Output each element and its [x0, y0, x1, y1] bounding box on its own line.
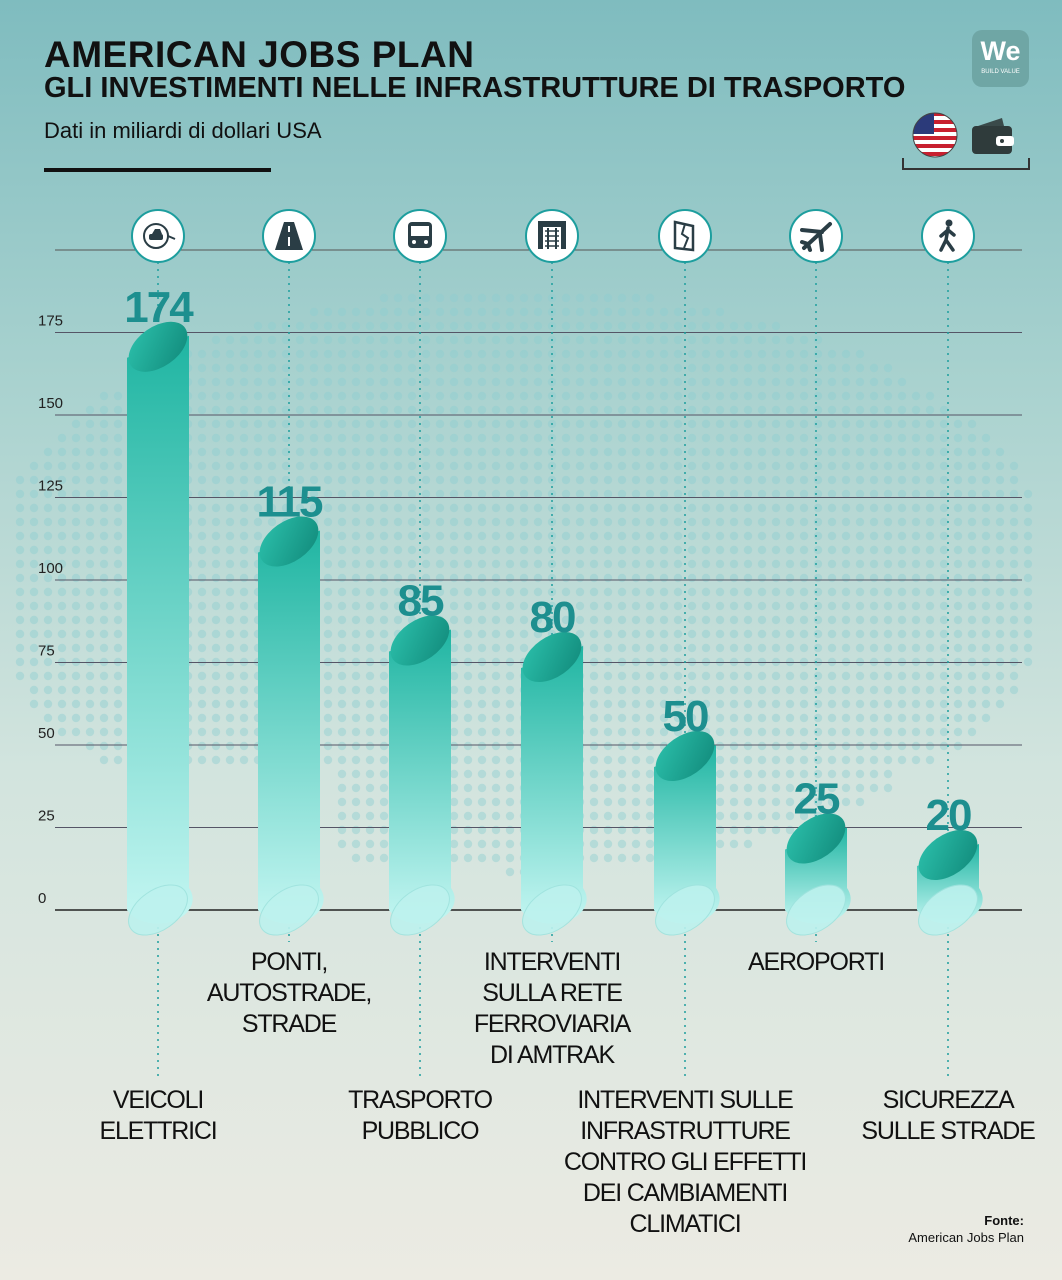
bar-base — [390, 884, 450, 936]
value-label: 85 — [398, 577, 444, 626]
bar-base — [259, 884, 319, 936]
logo-tagline: BUILD VALUE — [981, 69, 1020, 75]
bar-base — [128, 884, 188, 936]
value-label: 115 — [257, 478, 324, 527]
bars — [127, 321, 983, 936]
category-label-line: SULLE STRADE — [861, 1117, 1035, 1145]
category-label: SICUREZZA SULLE STRADE — [861, 1086, 1035, 1145]
railway-icon — [525, 209, 579, 263]
category-label-line: SICUREZZA — [883, 1086, 1015, 1114]
y-tick-label: 175 — [38, 313, 63, 330]
category-label: INTERVENTI SULLA RETE FERROVIARIA DI AMTRAK — [474, 948, 632, 1069]
bar-base — [786, 884, 846, 936]
category-label-line: AUTOSTRADE, — [207, 979, 371, 1007]
category-label-line: AEROPORTI — [748, 948, 884, 976]
bar-base — [522, 884, 582, 936]
category-label-line: ELETTRICI — [100, 1117, 217, 1145]
bar-body — [521, 646, 587, 924]
bar-base — [655, 884, 715, 936]
logo-text: We — [980, 36, 1021, 66]
value-label: 80 — [530, 593, 575, 642]
category-label: TRASPORTO PUBBLICO — [348, 1086, 493, 1145]
bar-cap — [522, 631, 582, 683]
source-text: American Jobs Plan — [908, 1230, 1024, 1245]
y-tick-label: 75 — [38, 643, 55, 660]
category-label: VEICOLI ELETTRICI — [100, 1086, 217, 1145]
value-label: 25 — [794, 775, 840, 824]
bar — [785, 813, 851, 936]
page-title: AMERICAN JOBS PLAN — [44, 34, 475, 75]
value-label: 50 — [663, 692, 708, 741]
climate-damage-icon — [658, 209, 712, 263]
us-flag-icon — [912, 112, 958, 158]
we-logo: We BUILD VALUE — [972, 30, 1029, 87]
category-label-line: PONTI, — [251, 948, 327, 976]
bar-cap — [655, 730, 715, 782]
y-tick-label: 150 — [38, 395, 63, 412]
source-title: Fonte: — [984, 1213, 1024, 1228]
bar — [258, 516, 324, 936]
bar-cap — [390, 615, 450, 666]
bar — [389, 615, 455, 936]
bar — [654, 730, 720, 936]
y-tick-label: 125 — [38, 478, 63, 495]
bar-cap — [786, 813, 846, 864]
value-labels: 174 115 85 80 50 25 20 — [124, 283, 973, 840]
bar — [917, 829, 983, 936]
category-label-line: PUBBLICO — [362, 1117, 480, 1145]
category-label-line: SULLA RETE — [482, 979, 622, 1007]
bus-icon — [393, 209, 447, 263]
highway-icon — [262, 209, 316, 263]
page-subtitle: GLI INVESTIMENTI NELLE INFRASTRUTTURE DI… — [44, 72, 906, 104]
y-tick-label: 100 — [38, 560, 63, 577]
bar-base — [918, 884, 978, 936]
bar-body — [654, 745, 720, 924]
wallet-icon — [972, 118, 1014, 154]
category-label-line: CONTRO GLI EFFETTI — [564, 1148, 806, 1176]
dotted-guides — [157, 262, 949, 1080]
bar-body — [127, 335, 193, 924]
category-label-line: FERROVIARIA — [474, 1010, 632, 1038]
y-axis-ticks: 0 25 50 75 100 125 150 175 — [38, 313, 63, 908]
category-label: INTERVENTI SULLE INFRASTRUTTURE CONTRO GLI… — [564, 1086, 806, 1238]
pedestrian-icon — [921, 209, 975, 263]
unit-note: Dati in miliardi di dollari USA — [44, 118, 322, 143]
y-tick-label: 25 — [38, 808, 55, 825]
category-label-line: INTERVENTI SULLE — [577, 1086, 793, 1114]
y-tick-label: 0 — [38, 890, 46, 907]
category-label: PONTI, AUTOSTRADE, STRADE — [207, 948, 371, 1038]
category-icons — [131, 209, 975, 263]
category-labels: VEICOLI ELETTRICI PONTI, AUTOSTRADE, STRADE T… — [100, 948, 1037, 1238]
bar-cap — [918, 829, 978, 881]
category-label-line: CLIMATICI — [630, 1210, 741, 1238]
header-icons-bracket — [902, 158, 1030, 170]
category-label-line: TRASPORTO — [348, 1086, 493, 1114]
bar-body — [389, 629, 455, 924]
airplane-icon — [789, 209, 843, 263]
category-label-line: DI AMTRAK — [490, 1041, 615, 1069]
category-label-line: DEI CAMBIAMENTI — [583, 1179, 787, 1207]
bar-cap — [259, 516, 319, 567]
title-underline — [44, 168, 271, 172]
value-label: 20 — [926, 791, 971, 840]
category-label-line: VEICOLI — [113, 1086, 203, 1114]
bar-cap — [128, 321, 188, 372]
y-tick-label: 50 — [38, 725, 55, 742]
category-label-line: INFRASTRUTTURE — [580, 1117, 790, 1145]
source-note: Fonte: American Jobs Plan — [908, 1212, 1024, 1246]
electric-car-icon — [131, 209, 185, 263]
value-label: 174 — [124, 283, 194, 332]
bar — [521, 631, 587, 936]
category-label-line: STRADE — [242, 1010, 337, 1038]
category-label: AEROPORTI — [748, 948, 884, 976]
bar — [127, 321, 193, 936]
category-label-line: INTERVENTI — [484, 948, 620, 976]
bar-body — [258, 530, 324, 924]
